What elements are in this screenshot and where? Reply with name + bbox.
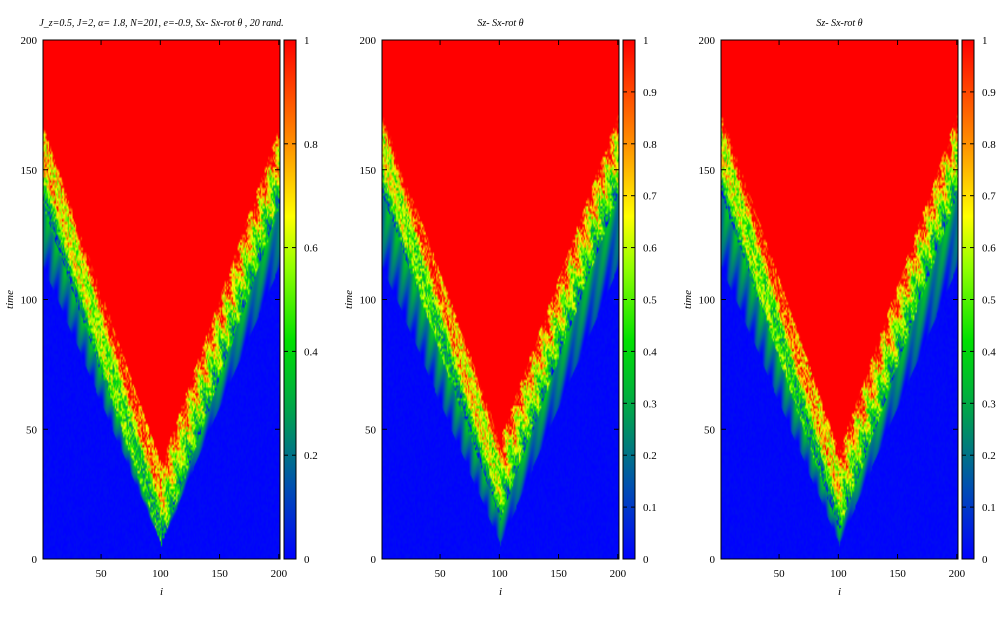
y-tick-label: 50	[704, 424, 716, 436]
y-tick-label: 100	[21, 295, 38, 307]
x-tick-label: 200	[949, 568, 966, 580]
colorbar-tick-label: 0.2	[304, 450, 318, 462]
x-tick-label: 200	[271, 568, 288, 580]
colorbar	[283, 39, 297, 560]
chart-panel-3: Sz- Sx-rot θ 50 100 150 200 0 50 100 150 200 i time…	[682, 18, 996, 598]
colorbar-tick-label: 1	[304, 35, 310, 47]
colorbar-tick-label: 0.3	[643, 398, 657, 410]
x-tick-label: 150	[550, 568, 567, 580]
chart-title: Sz- Sx-rot θ	[816, 18, 862, 29]
x-tick-label: 100	[830, 568, 847, 580]
y-axis-label: time	[682, 290, 694, 309]
x-axis-label: i	[499, 586, 502, 598]
colorbar-tick-label: 1	[643, 35, 649, 47]
x-axis-label: i	[160, 586, 163, 598]
y-tick-label: 200	[360, 35, 377, 47]
y-tick-label: 0	[710, 554, 716, 566]
colorbar-tick-label: 0.9	[982, 87, 996, 99]
x-tick-label: 150	[211, 568, 228, 580]
colorbar-tick-label: 0.8	[304, 139, 318, 151]
colorbar-tick-label: 0.9	[643, 87, 657, 99]
chart-title: Sz- Sx-rot θ	[477, 18, 523, 29]
colorbar-tick-label: 0.4	[643, 346, 657, 358]
y-axis-label: time	[343, 290, 355, 309]
colorbar-tick-label: 0.1	[982, 502, 996, 514]
x-tick-label: 200	[610, 568, 627, 580]
colorbar-tick-label: 0.7	[643, 191, 657, 203]
heatmap-image	[382, 40, 619, 559]
x-tick-label: 50	[435, 568, 447, 580]
colorbar-tick-label: 0.4	[304, 346, 318, 358]
colorbar-tick-label: 1	[982, 35, 988, 47]
y-tick-label: 150	[360, 165, 377, 177]
y-tick-label: 0	[32, 554, 38, 566]
y-tick-label: 50	[26, 424, 38, 436]
colorbar-tick-label: 0.6	[304, 243, 318, 255]
colorbar-tick-label: 0.2	[982, 450, 996, 462]
colorbar-tick-label: 0.8	[982, 139, 996, 151]
x-tick-label: 50	[96, 568, 108, 580]
colorbar-tick-label: 0	[982, 554, 988, 566]
heatmap-image	[43, 40, 280, 559]
colorbar-tick-label: 0	[643, 554, 649, 566]
y-tick-label: 50	[365, 424, 377, 436]
chart-title: J_z=0.5, J=2, α= 1.8, N=201, e=-0.9, Sx-…	[39, 18, 283, 29]
y-tick-label: 200	[699, 35, 716, 47]
y-tick-label: 150	[21, 165, 38, 177]
y-tick-label: 150	[699, 165, 716, 177]
chart-panel-2: Sz- Sx-rot θ 50 100 150 200 0 50 100 150 200 i time…	[343, 18, 657, 598]
colorbar-tick-label: 0.6	[643, 243, 657, 255]
y-axis-label: time	[4, 290, 16, 309]
colorbar-tick-label: 0	[304, 554, 310, 566]
x-tick-label: 50	[774, 568, 786, 580]
chart-panel-1: J_z=0.5, J=2, α= 1.8, N=201, e=-0.9, Sx-…	[4, 18, 318, 598]
y-tick-label: 0	[371, 554, 377, 566]
colorbar-tick-label: 0.3	[982, 398, 996, 410]
colorbar-tick-label: 0.2	[643, 450, 657, 462]
y-tick-label: 100	[699, 295, 716, 307]
colorbar-tick-label: 0.4	[982, 346, 996, 358]
y-tick-label: 200	[21, 35, 38, 47]
colorbar-tick-label: 0.6	[982, 243, 996, 255]
colorbar-tick-label: 0.7	[982, 191, 996, 203]
colorbar-tick-label: 0.1	[643, 502, 657, 514]
y-tick-label: 100	[360, 295, 377, 307]
colorbar-tick-label: 0.8	[643, 139, 657, 151]
x-tick-label: 100	[152, 568, 169, 580]
x-tick-label: 150	[889, 568, 906, 580]
x-axis-label: i	[838, 586, 841, 598]
colorbar-tick-label: 0.5	[982, 295, 996, 307]
colorbar-tick-label: 0.5	[643, 295, 657, 307]
x-tick-label: 100	[491, 568, 508, 580]
heatmap-image	[721, 40, 958, 559]
